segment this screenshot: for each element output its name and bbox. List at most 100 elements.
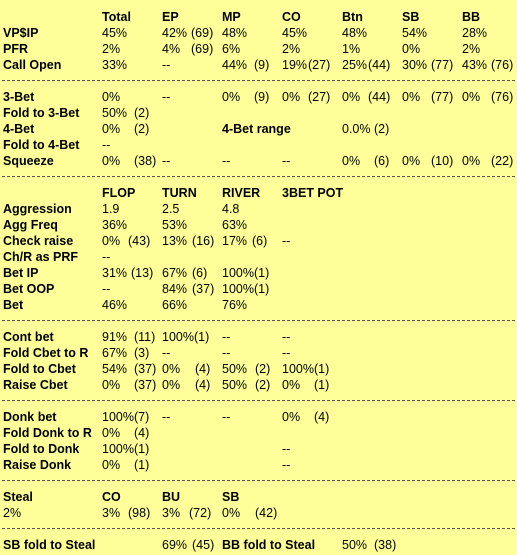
section-divider — [2, 480, 515, 481]
fold-cbet-to-raise-row: Fold Cbet to R 67% (3) -- -- -- — [0, 346, 517, 361]
raise-cbet-turn-count: (4) — [195, 378, 211, 392]
header-mp: MP — [222, 10, 241, 24]
raise-cbet-row: Raise Cbet 0% (37) 0% (4) 50% (2) 0% (1) — [0, 378, 517, 393]
steal-sb: 0% — [222, 506, 241, 520]
raise-donk-row: Raise Donk 0% (1) -- — [0, 458, 517, 473]
pfr-label: PFR — [3, 42, 28, 56]
bet-oop-turn: 84% — [162, 282, 188, 296]
vpip-label: VP$IP — [3, 26, 39, 40]
chr-as-prf-label: Ch/R as PRF — [3, 250, 79, 264]
header-sb: SB — [402, 10, 420, 24]
fold-donk-to-raise-flop-count: (4) — [134, 426, 150, 440]
donk-bet-3bet-pot: 0% — [282, 410, 301, 424]
fold-to-3bet-label: Fold to 3-Bet — [3, 106, 80, 120]
steal-header-co: CO — [102, 490, 121, 504]
pfr-row: PFR 2% 4% (69) 6% 2% 1% 0% 2% — [0, 42, 517, 57]
sb-fold-to-steal-count: (45) — [192, 538, 215, 552]
aggression-flop: 1.9 — [102, 202, 120, 216]
bet-ip-flop-count: (13) — [131, 266, 154, 280]
header-co: CO — [282, 10, 301, 24]
three-bet-sb: 0% — [402, 90, 421, 104]
street-header-row: FLOP TURN RIVER 3BET POT — [0, 186, 517, 201]
fold-cbet-to-raise-flop: 67% — [102, 346, 128, 360]
four-bet-range: 0.0% — [342, 122, 371, 136]
steal-defense-row: SB fold to Steal 69% (45) BB fold to Ste… — [0, 538, 517, 553]
aggression-river: 4.8 — [222, 202, 240, 216]
vpip-sb: 54% — [402, 26, 428, 40]
steal-total: 2% — [3, 506, 22, 520]
bet-ip-label: Bet IP — [3, 266, 39, 280]
four-bet-label: 4-Bet — [3, 122, 35, 136]
header-river: RIVER — [222, 186, 261, 200]
raise-cbet-3bet-pot-count: (1) — [314, 378, 330, 392]
check-raise-3bet-pot: -- — [282, 234, 291, 248]
call-open-btn-count: (44) — [368, 58, 391, 72]
call-open-mp-count: (9) — [254, 58, 270, 72]
fold-to-4bet-total: -- — [102, 138, 111, 152]
vpip-co: 45% — [282, 26, 308, 40]
squeeze-bb: 0% — [462, 154, 481, 168]
squeeze-bb-count: (22) — [491, 154, 514, 168]
cont-bet-turn: 100%(1) — [162, 330, 210, 344]
bb-fold-to-steal-count: (38) — [374, 538, 397, 552]
cont-bet-3bet-pot: -- — [282, 330, 291, 344]
donk-bet-turn: -- — [162, 410, 171, 424]
section-divider — [2, 320, 515, 321]
fold-to-donk-row: Fold to Donk 100%(1) -- — [0, 442, 517, 457]
aggression-row: Aggression 1.9 2.5 4.8 — [0, 202, 517, 217]
header-3bet-pot: 3BET POT — [282, 186, 344, 200]
cont-bet-row: Cont bet 91% (11) 100%(1) -- -- — [0, 330, 517, 345]
steal-co-count: (98) — [128, 506, 151, 520]
bet-flop: 46% — [102, 298, 128, 312]
squeeze-co: -- — [282, 154, 291, 168]
three-bet-mp-count: (9) — [254, 90, 270, 104]
call-open-total: 33% — [102, 58, 128, 72]
section-divider — [2, 176, 515, 177]
fold-to-cbet-3bet-pot: 100%(1) — [282, 362, 330, 376]
fold-cbet-to-raise-river: -- — [222, 346, 231, 360]
fold-cbet-to-raise-label: Fold Cbet to R — [3, 346, 89, 360]
check-raise-turn: 13% — [162, 234, 188, 248]
header-flop: FLOP — [102, 186, 136, 200]
call-open-co: 19% — [282, 58, 308, 72]
three-bet-total: 0% — [102, 90, 121, 104]
raise-cbet-flop: 0% — [102, 378, 121, 392]
steal-header-sb: SB — [222, 490, 240, 504]
four-bet-range-label: 4-Bet range — [222, 122, 291, 136]
vpip-total: 45% — [102, 26, 128, 40]
section-divider — [2, 528, 515, 529]
three-bet-row: 3-Bet 0% -- 0% (9) 0% (27) 0% (44) 0% (7… — [0, 90, 517, 105]
three-bet-bb-count: (76) — [491, 90, 514, 104]
agg-freq-row: Agg Freq 36% 53% 63% — [0, 218, 517, 233]
check-raise-turn-count: (16) — [192, 234, 215, 248]
fold-to-cbet-turn: 0% — [162, 362, 181, 376]
fold-to-cbet-flop: 54% — [102, 362, 128, 376]
pfr-mp: 6% — [222, 42, 241, 56]
three-bet-ep: -- — [162, 90, 171, 104]
bet-row: Bet 46% 66% 76% — [0, 298, 517, 313]
bb-fold-to-steal: 50% — [342, 538, 368, 552]
fold-to-donk-3bet-pot: -- — [282, 442, 291, 456]
raise-cbet-river: 50% — [222, 378, 248, 392]
squeeze-ep: -- — [162, 154, 171, 168]
fold-donk-to-raise-flop: 0% — [102, 426, 121, 440]
pfr-sb: 0% — [402, 42, 421, 56]
sb-fold-to-steal-label: SB fold to Steal — [3, 538, 96, 552]
three-bet-mp: 0% — [222, 90, 241, 104]
aggression-label: Aggression — [3, 202, 72, 216]
fold-to-donk-label: Fold to Donk — [3, 442, 80, 456]
check-raise-flop-count: (43) — [128, 234, 151, 248]
squeeze-sb-count: (10) — [431, 154, 454, 168]
vpip-ep: 42% — [162, 26, 188, 40]
three-bet-co-count: (27) — [308, 90, 331, 104]
raise-donk-3bet-pot: -- — [282, 458, 291, 472]
call-open-sb: 30% — [402, 58, 428, 72]
fold-to-cbet-flop-count: (37) — [134, 362, 157, 376]
check-raise-flop: 0% — [102, 234, 121, 248]
cont-bet-flop: 91% — [102, 330, 128, 344]
raise-donk-flop: 0% — [102, 458, 121, 472]
chr-as-prf-flop: -- — [102, 250, 111, 264]
header-ep: EP — [162, 10, 179, 24]
donk-bet-label: Donk bet — [3, 410, 57, 424]
